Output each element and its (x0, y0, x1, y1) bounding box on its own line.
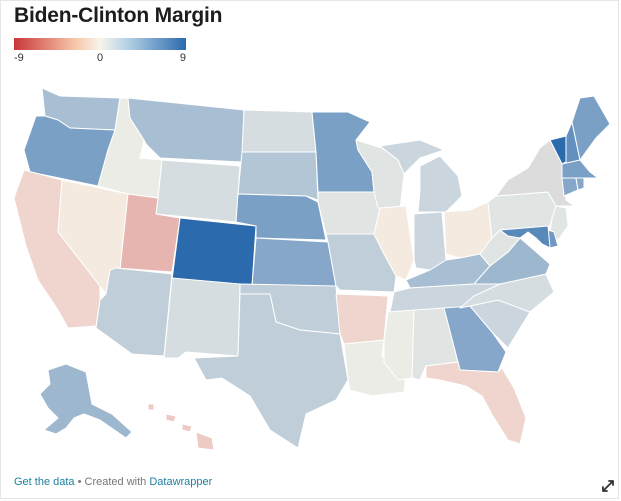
state-ia[interactable] (317, 191, 381, 235)
state-ct[interactable] (561, 177, 579, 197)
state-nd[interactable] (241, 109, 317, 153)
state-nj[interactable] (549, 205, 569, 241)
state-me[interactable] (571, 95, 611, 161)
state-ne[interactable] (235, 193, 327, 241)
state-mi[interactable] (379, 139, 463, 213)
state-hi[interactable] (147, 403, 215, 451)
state-ma[interactable] (561, 159, 599, 179)
legend-gradient-bar (14, 38, 186, 50)
state-ri[interactable] (575, 177, 585, 191)
state-il[interactable] (373, 205, 415, 281)
state-fl[interactable] (425, 361, 527, 445)
chart-title: Biden-Clinton Margin (14, 4, 223, 27)
state-nm[interactable] (163, 277, 241, 359)
state-wy[interactable] (155, 159, 241, 223)
us-states-map (13, 87, 611, 451)
datawrapper-link[interactable]: Datawrapper (149, 476, 213, 488)
state-ar[interactable] (335, 293, 389, 345)
state-la[interactable] (343, 339, 407, 397)
state-in[interactable] (413, 211, 447, 271)
state-ak[interactable] (39, 363, 133, 439)
legend-ticks: -9 0 9 (14, 50, 186, 64)
state-mt[interactable] (127, 97, 245, 163)
expand-arrows-icon[interactable] (601, 479, 615, 493)
state-tx[interactable] (193, 293, 349, 449)
state-co[interactable] (171, 217, 257, 287)
state-shapes (13, 87, 611, 451)
state-md[interactable] (499, 225, 551, 249)
get-data-link[interactable]: Get the data (14, 476, 75, 488)
legend-tick-mid: 0 (96, 52, 104, 64)
chart-footer: Get the data • Created with Datawrapper (14, 476, 212, 488)
state-sd[interactable] (237, 151, 319, 201)
legend-tick-max: 9 (179, 52, 186, 64)
footer-separator: • Created with (74, 476, 150, 488)
color-legend: -9 0 9 (14, 38, 186, 64)
state-ks[interactable] (251, 237, 337, 287)
legend-tick-min: -9 (14, 52, 24, 64)
